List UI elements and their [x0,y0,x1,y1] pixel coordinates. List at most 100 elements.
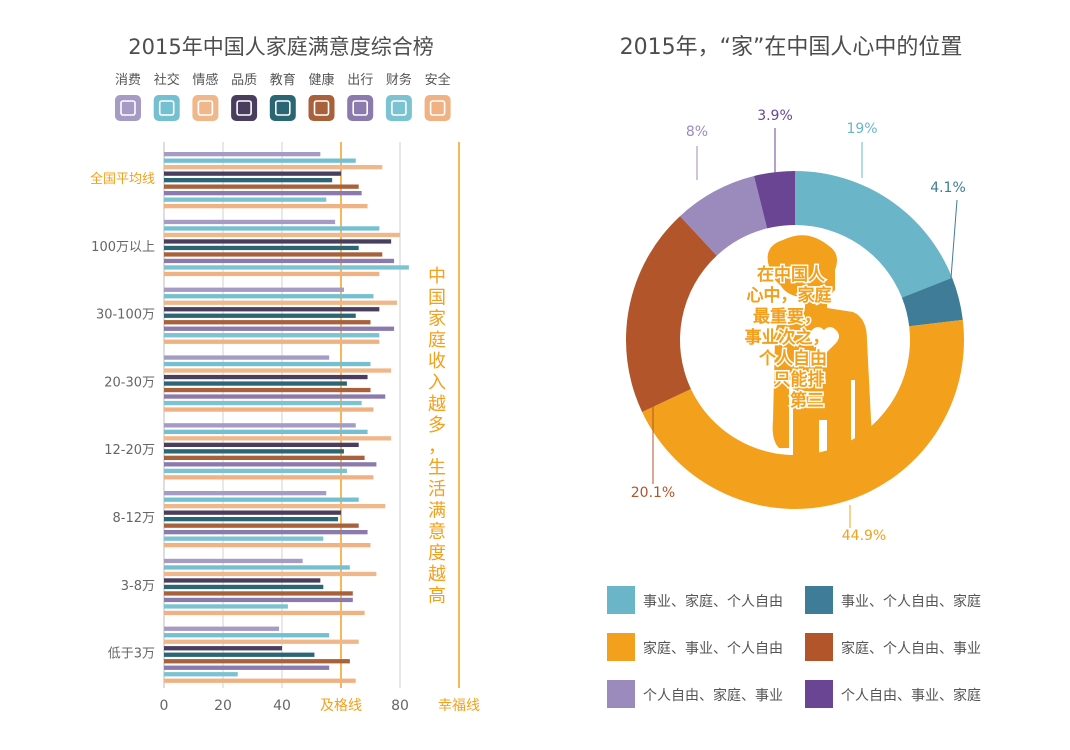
happiness-line-label: 幸福线 [438,698,480,714]
slice-label-5: 3.9% [757,108,793,124]
bar-4-5 [164,455,365,460]
bar-1-3 [164,239,392,244]
category-label-5: 8-12万 [112,511,155,526]
wallet-icon [115,95,141,121]
pie-legend-label-4: 个人自由、家庭、事业 [643,687,783,704]
x-tick-0: 0 [160,698,169,714]
annotation-char: 庭 [428,330,446,351]
pie-legend-label-0: 事业、家庭、个人自由 [643,593,783,610]
panel-divider [533,0,534,750]
bar-7-1 [164,633,330,638]
legend-label-3: 品质 [231,73,257,88]
x-tick-2: 40 [273,698,291,714]
slice-label-1: 4.1% [930,180,966,196]
bar-6-5 [164,591,353,596]
x-tick-1: 20 [214,698,232,714]
bar-3-0 [164,355,330,360]
graduation-cap-icon [269,95,296,121]
bar-7-2 [164,639,359,644]
bar-6-3 [164,578,321,583]
bar-5-8 [164,543,371,548]
bar-4-7 [164,468,347,473]
annotation-char: 满 [428,500,446,521]
center-text-line-1: 心中，家庭 [747,285,832,306]
pie-legend-swatch-5 [805,680,833,708]
bar-3-3 [164,374,368,380]
category-label-3: 20-30万 [104,375,155,390]
bar-2-1 [164,294,374,299]
pie-legend-swatch-2 [607,633,635,661]
annotation-char: 生 [428,458,446,479]
bar-4-8 [164,475,374,480]
pie-legend-swatch-4 [607,680,635,708]
bar-6-6 [164,597,353,603]
bar-1-8 [164,271,380,277]
bar-3-6 [164,394,386,399]
center-text-line-2: 最重要， [753,306,821,327]
bar-4-6 [164,462,377,467]
x-tick-4: 80 [391,698,409,714]
donut-slice-4 [680,176,768,256]
donut-slice-3 [626,216,717,412]
bar-1-0 [164,219,336,225]
legend-label-1: 社交 [154,72,180,88]
bar-4-2 [164,436,392,441]
category-label-7: 低于3万 [108,647,155,662]
slice-label-0: 19% [846,121,877,137]
annotation-char: 度 [428,543,446,564]
bar-1-2 [164,232,400,238]
hearts-icon [192,95,219,121]
category-label-2: 30-100万 [96,308,155,323]
bar-5-6 [164,530,368,535]
bar-3-7 [164,400,362,406]
bar-7-5 [164,659,350,664]
pie-legend-label-5: 个人自由、事业、家庭 [841,687,981,704]
bar-0-6 [164,191,362,196]
bar-3-1 [164,361,371,367]
slice-label-3: 20.1% [631,485,675,501]
annotation-char: 多 [428,415,446,436]
bar-2-8 [164,339,380,344]
home-position-chart: 2015年，“家”在中国人心中的位置 在中国人心中，家庭最重要，事业次之，个人自… [607,35,981,708]
annotation-char: 越 [428,394,446,415]
bar-0-1 [164,158,356,163]
center-text-line-4: 个人自由 [758,348,827,369]
people-icon [153,95,180,121]
center-text-line-3: 事业次之， [745,327,830,348]
bar-0-5 [164,184,359,189]
bar-1-5 [164,252,383,257]
bar-5-3 [164,510,341,515]
pie-legend-swatch-1 [805,586,833,614]
stethoscope-icon [308,95,335,121]
legend-label-2: 情感 [192,72,218,88]
bar-5-1 [164,497,359,502]
center-text-line-6: 第三 [790,390,824,411]
bar-3-5 [164,387,371,393]
bar-4-3 [164,442,359,447]
bar-7-0 [164,626,280,631]
center-text-line-0: 在中国人 [757,264,826,285]
bar-5-4 [164,517,339,522]
bar-4-0 [164,423,356,428]
bar-6-7 [164,604,288,609]
center-text-line-5: 只能排 [774,369,825,390]
person-heart-icon [767,235,872,460]
pie-legend-swatch-0 [607,586,635,614]
donut-slice-5 [754,171,795,229]
legend-label-4: 教育 [270,72,296,88]
pie-legend-label-1: 事业、个人自由、家庭 [841,593,981,610]
bar-7-8 [164,678,356,683]
bar-0-4 [164,178,333,183]
bar-0-2 [164,165,383,170]
annotation-char: 高 [428,586,446,607]
bar-2-4 [164,313,356,318]
bar-1-4 [164,245,359,251]
bar-2-2 [164,300,398,305]
bar-1-6 [164,258,395,264]
bar-0-3 [164,171,341,176]
bar-1-7 [164,265,409,270]
bar-2-0 [164,287,344,292]
bar-2-5 [164,320,371,325]
bar-2-7 [164,333,380,338]
category-label-1: 100万以上 [91,240,155,255]
